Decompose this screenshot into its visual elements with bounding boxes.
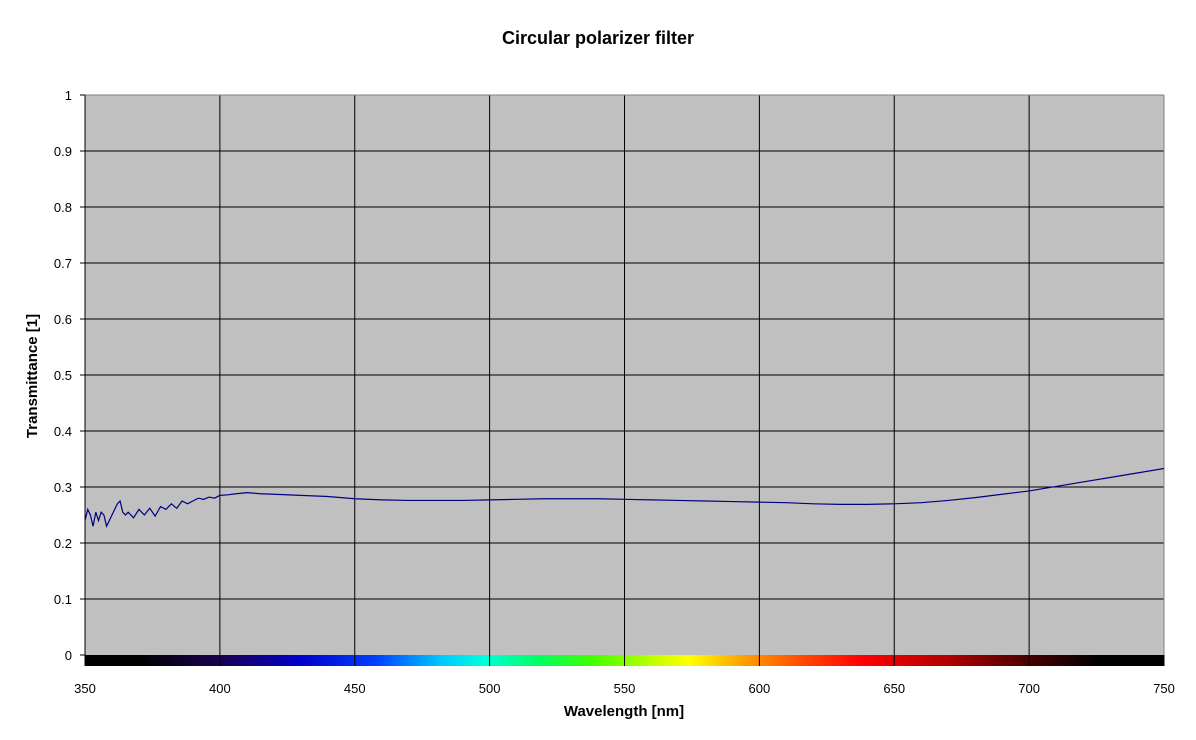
x-tick-label-7: 700 (1018, 681, 1040, 696)
x-tick-label-3: 500 (479, 681, 501, 696)
tick-labels: 0 0.1 0.2 0.3 0.4 0.5 0.6 0.7 0.8 0.9 1 350 400 450 50… (54, 88, 1175, 696)
y-tick-label-6: 0.6 (54, 312, 72, 327)
x-tick-label-8: 750 (1153, 681, 1175, 696)
y-axis-title: Transmittance [1] (24, 314, 41, 438)
y-tick-label-2: 0.2 (54, 536, 72, 551)
y-tick-label-1: 0.1 (54, 592, 72, 607)
series-line-transmittance (84, 467, 1165, 528)
y-tick-label-4: 0.4 (54, 424, 72, 439)
x-tick-label-0: 350 (74, 681, 96, 696)
y-tick-label-5: 0.5 (54, 368, 72, 383)
axes (80, 94, 1165, 666)
chart-title: Circular polarizer filter (502, 28, 694, 48)
y-tick-label-10: 1 (65, 88, 72, 103)
y-tick-label-7: 0.7 (54, 256, 72, 271)
y-tick-label-3: 0.3 (54, 480, 72, 495)
x-tick-label-2: 450 (344, 681, 366, 696)
x-tick-label-4: 550 (614, 681, 636, 696)
y-tick-label-9: 0.9 (54, 144, 72, 159)
x-tick-label-5: 600 (749, 681, 771, 696)
x-tick-label-6: 650 (883, 681, 905, 696)
y-tick-label-0: 0 (65, 648, 72, 663)
x-tick-label-1: 400 (209, 681, 231, 696)
x-axis-title: Wavelength [nm] (564, 703, 684, 720)
y-tick-label-8: 0.8 (54, 200, 72, 215)
